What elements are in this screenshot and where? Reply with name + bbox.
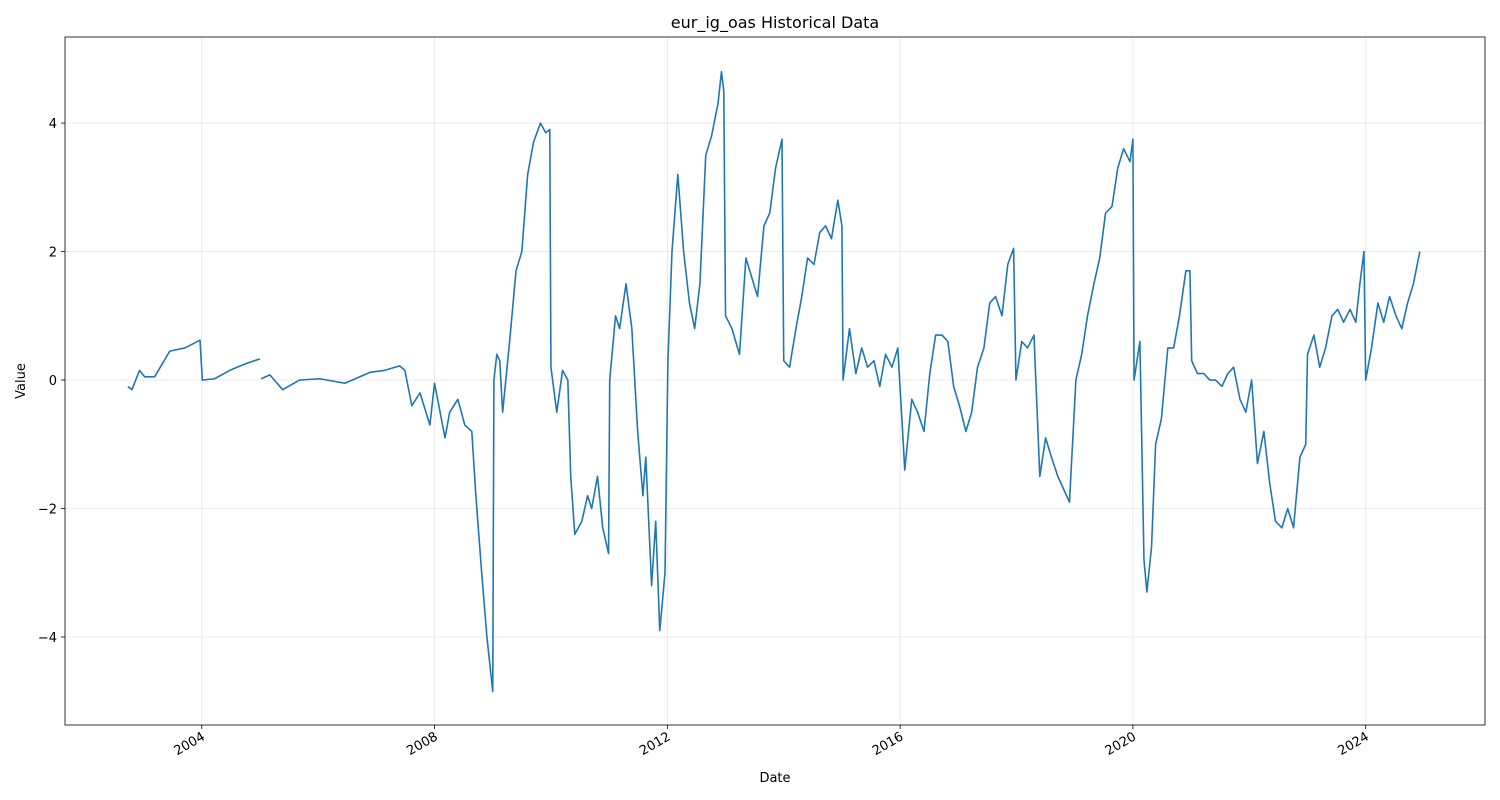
y-tick-label: 0 (49, 374, 57, 389)
plot (127, 70, 1421, 693)
y-tick-label: 2 (49, 246, 57, 261)
data-line (127, 70, 1421, 693)
y-tick-label: −4 (38, 631, 57, 646)
y-axis-label: Value (14, 363, 29, 399)
axes-frame (64, 36, 1486, 726)
y-tick-label: 4 (49, 117, 57, 132)
y-tick-label: −2 (38, 503, 57, 518)
x-axis-label: Date (759, 771, 790, 786)
chart-title: eur_ig_oas Historical Data (671, 13, 879, 33)
